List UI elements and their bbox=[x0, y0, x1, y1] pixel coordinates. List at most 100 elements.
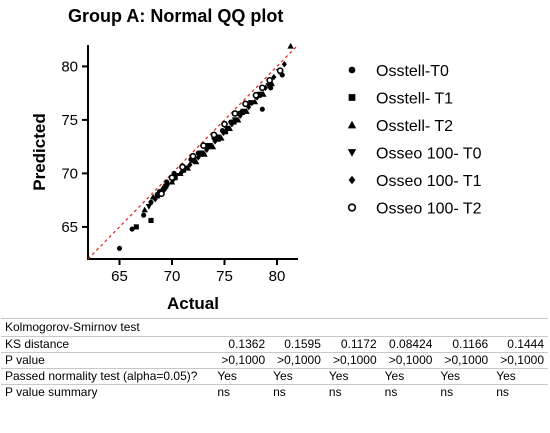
legend-label: Osseo 100- T0 bbox=[376, 146, 482, 163]
table-cell: 0.08424 bbox=[380, 336, 437, 353]
data-point bbox=[141, 206, 148, 213]
table-cell: 0.1362 bbox=[213, 336, 270, 353]
x-tick-label: 75 bbox=[216, 268, 233, 285]
table-cell: >0,1000 bbox=[380, 352, 437, 369]
table-cell: ns bbox=[380, 384, 437, 400]
data-point bbox=[271, 73, 277, 81]
data-point bbox=[187, 161, 193, 169]
data-point bbox=[252, 91, 260, 99]
y-tick-label: 65 bbox=[61, 219, 78, 236]
data-point bbox=[209, 143, 217, 150]
x-tick-label: 70 bbox=[164, 268, 181, 285]
table-cell: Yes bbox=[324, 368, 381, 385]
legend-label: Osseo 100- T2 bbox=[376, 201, 482, 218]
data-point bbox=[259, 106, 265, 112]
data-point bbox=[242, 100, 249, 108]
table-cell: >0,1000 bbox=[436, 352, 493, 369]
x-tick-label: 80 bbox=[269, 268, 286, 285]
data-point bbox=[222, 129, 229, 135]
x-axis-label: Actual bbox=[167, 294, 219, 313]
data-point bbox=[220, 129, 227, 136]
data-point bbox=[180, 167, 187, 173]
data-point bbox=[158, 190, 165, 198]
data-point bbox=[276, 67, 284, 75]
data-point bbox=[178, 169, 185, 176]
data-point bbox=[226, 125, 233, 132]
table-row: Passed normality test (alpha=0.05)? Yes Ye… bbox=[1, 368, 548, 385]
legend-marker bbox=[348, 66, 356, 74]
data-point bbox=[198, 150, 205, 157]
data-point bbox=[218, 134, 225, 141]
legend-marker bbox=[347, 120, 357, 129]
data-point bbox=[243, 108, 250, 114]
table-cell: Yes bbox=[213, 368, 270, 385]
table-cell: Yes bbox=[492, 368, 548, 385]
reference-line bbox=[87, 44, 299, 260]
data-point bbox=[129, 226, 135, 232]
data-point bbox=[240, 108, 247, 115]
table-header-row: Kolmogorov-Smirnov test bbox=[1, 318, 548, 337]
data-point bbox=[163, 183, 169, 189]
data-point bbox=[189, 152, 197, 160]
legend-marker bbox=[347, 203, 357, 212]
data-point bbox=[168, 174, 176, 182]
data-point bbox=[248, 100, 255, 106]
data-point bbox=[234, 116, 242, 123]
data-point bbox=[116, 245, 123, 251]
x-tick-label: 65 bbox=[111, 268, 128, 285]
data-point bbox=[133, 224, 139, 230]
data-point bbox=[173, 172, 180, 179]
data-point bbox=[201, 150, 208, 157]
data-point bbox=[257, 91, 264, 98]
legend-label: Osseo 100- T1 bbox=[376, 173, 482, 190]
table-cell: ns bbox=[269, 384, 325, 400]
data-point bbox=[206, 143, 213, 149]
legend-marker bbox=[347, 149, 357, 157]
ks-test-table-container: Kolmogorov-Smirnov test KS distance 0.136… bbox=[0, 318, 550, 400]
data-point bbox=[141, 212, 147, 218]
data-point bbox=[231, 117, 239, 124]
table-cell: Yes bbox=[436, 368, 493, 385]
table-cell: ns bbox=[213, 384, 270, 400]
table-cell: 0.1172 bbox=[324, 336, 381, 353]
table-cell: >0,1000 bbox=[213, 352, 270, 369]
y-axis-label: Predicted bbox=[30, 113, 49, 190]
table-row: P value summary ns ns ns ns ns ns bbox=[1, 384, 548, 400]
data-point bbox=[266, 76, 274, 84]
legend-label: Osstell- T2 bbox=[376, 118, 453, 135]
table-row: P value >0,1000 >0,1000 >0,1000 >0,1000 >0,10… bbox=[1, 352, 548, 369]
data-point bbox=[258, 84, 266, 92]
row-label: P value bbox=[1, 352, 214, 369]
table-cell: >0,1000 bbox=[492, 352, 548, 369]
data-point bbox=[148, 217, 154, 224]
data-point bbox=[231, 119, 237, 125]
data-point bbox=[210, 131, 218, 139]
table-cell: ns bbox=[324, 384, 381, 400]
data-point bbox=[148, 199, 154, 205]
table-cell: Yes bbox=[380, 368, 437, 385]
table-cell: 0.1595 bbox=[269, 336, 325, 353]
table-cell: >0,1000 bbox=[269, 352, 325, 369]
table-cell: 0.1444 bbox=[492, 336, 548, 353]
table-row: KS distance 0.1362 0.1595 0.1172 0.08424 0.11… bbox=[1, 336, 548, 353]
data-point bbox=[265, 83, 272, 89]
row-label: P value summary bbox=[1, 384, 214, 400]
data-point bbox=[145, 204, 153, 210]
y-tick-label: 80 bbox=[61, 58, 78, 75]
table-header: Kolmogorov-Smirnov test bbox=[1, 318, 548, 337]
data-point bbox=[237, 112, 243, 119]
data-point bbox=[287, 42, 294, 49]
data-point bbox=[260, 91, 267, 97]
table-cell: 0.1166 bbox=[436, 336, 493, 353]
data-point bbox=[164, 182, 171, 189]
legend-marker bbox=[348, 94, 356, 101]
data-point bbox=[179, 163, 186, 171]
qq-plot: 65 70 75 80 65 70 75 80 Actual Predicted Osstell-T… bbox=[30, 42, 482, 313]
page-title: Group A: Normal QQ plot bbox=[68, 6, 284, 26]
row-label: Passed normality test (alpha=0.05)? bbox=[1, 368, 214, 385]
legend-marker bbox=[348, 175, 356, 185]
data-point bbox=[212, 138, 218, 145]
data-point bbox=[200, 142, 207, 149]
table-cell: ns bbox=[436, 384, 493, 400]
row-label: KS distance bbox=[1, 336, 214, 353]
